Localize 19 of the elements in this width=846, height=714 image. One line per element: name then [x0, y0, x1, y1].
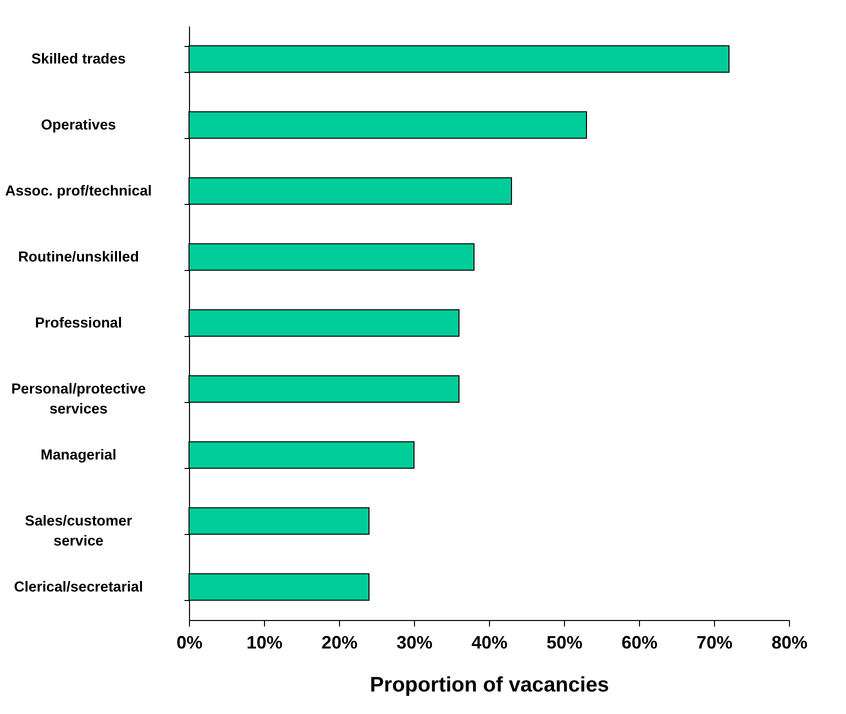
x-tick-label: 70%: [696, 632, 733, 652]
x-tick-label: 30%: [396, 632, 433, 652]
y-tick-label: Skilled trades: [31, 52, 126, 68]
x-tick-label: 50%: [546, 632, 583, 652]
x-tick-label: 40%: [471, 632, 508, 652]
y-tick-label: Sales/customer service: [24, 514, 132, 550]
y-tick-label: Operatives: [41, 118, 116, 134]
y-tick-label: Clerical/secretarial: [14, 580, 143, 596]
x-tick-label: 20%: [321, 632, 358, 652]
x-axis-title: Proportion of vacancies: [370, 674, 610, 696]
x-tick-label: 60%: [621, 632, 658, 652]
y-tick-label: Personal/protective services: [11, 382, 146, 418]
x-tick-label: 0%: [176, 632, 203, 652]
y-tick-label: Managerial: [40, 448, 116, 464]
x-tick-label: 80%: [771, 632, 808, 652]
y-tick-label: Assoc. prof/technical: [5, 184, 152, 200]
x-tick-label: 10%: [246, 632, 283, 652]
y-tick-label: Routine/unskilled: [18, 250, 139, 266]
y-tick-label: Professional: [34, 316, 122, 332]
